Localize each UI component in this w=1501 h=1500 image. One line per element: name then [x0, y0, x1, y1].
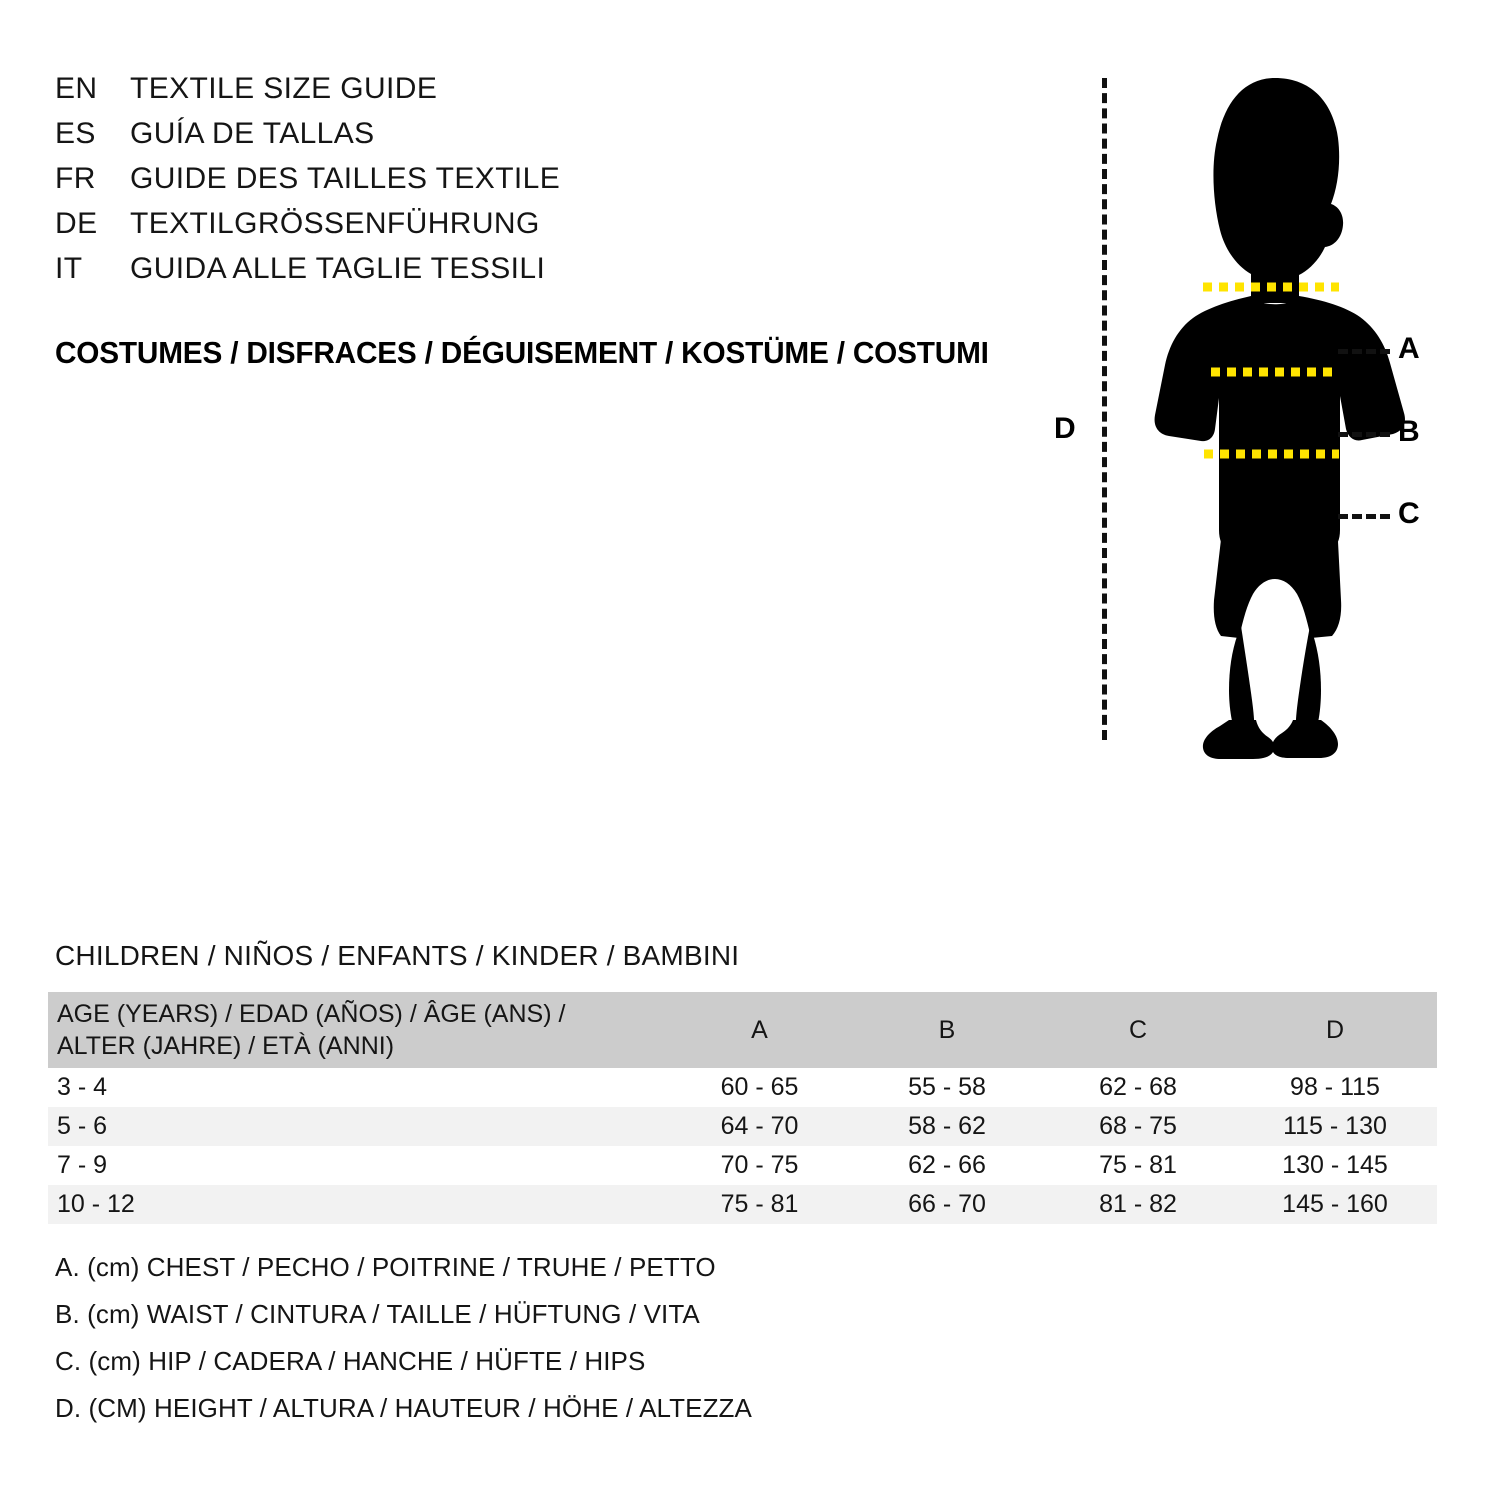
language-row-en: EN TEXTILE SIZE GUIDE: [55, 72, 695, 117]
column-header-age: AGE (YEARS) / EDAD (AÑOS) / ÂGE (ANS) / …: [48, 992, 668, 1068]
cell-hip: 81 - 82: [1099, 1190, 1177, 1218]
language-title-en: TEXTILE SIZE GUIDE: [130, 72, 438, 105]
language-row-es: ES GUÍA DE TALLAS: [55, 117, 695, 162]
leader-line-a: [1338, 349, 1390, 354]
column-header-age-line2: ALTER (JAHRE) / ETÀ (ANNI): [57, 1032, 395, 1060]
cell-height: 130 - 145: [1282, 1151, 1388, 1179]
measurement-label-d: D: [1054, 412, 1076, 445]
table-row: 7 - 9 70 - 75 62 - 66 75 - 81 130 - 145: [48, 1146, 1437, 1185]
cell-chest: 75 - 81: [720, 1190, 799, 1218]
measurement-label-c: C: [1398, 497, 1420, 530]
leader-line-c: [1338, 514, 1390, 519]
legend-row-d: D. (CM) HEIGHT / ALTURA / HAUTEUR / HÖHE…: [55, 1393, 752, 1423]
leader-line-b: [1338, 432, 1390, 437]
legend-row-c: C. (cm) HIP / CADERA / HANCHE / HÜFTE / …: [55, 1346, 646, 1376]
language-title-es: GUÍA DE TALLAS: [130, 117, 375, 150]
cell-waist: 66 - 70: [908, 1190, 986, 1218]
cell-age: 3 - 4: [57, 1073, 108, 1101]
language-code-es: ES: [55, 117, 96, 150]
column-header-b: B: [938, 1015, 956, 1044]
cell-age: 5 - 6: [57, 1112, 108, 1140]
cell-age: 10 - 12: [57, 1190, 135, 1218]
measurement-diagram: D A B C: [1030, 60, 1480, 760]
size-table: AGE (YEARS) / EDAD (AÑOS) / ÂGE (ANS) / …: [48, 992, 1437, 1224]
column-header-a: A: [751, 1015, 768, 1044]
cell-hip: 62 - 68: [1099, 1073, 1177, 1101]
cell-hip: 68 - 75: [1099, 1112, 1177, 1140]
cell-waist: 62 - 66: [908, 1151, 986, 1179]
measurement-label-a: A: [1398, 332, 1420, 365]
cell-waist: 55 - 58: [908, 1073, 986, 1101]
language-code-it: IT: [55, 252, 83, 285]
table-section-title: CHILDREN / NIÑOS / ENFANTS / KINDER / BA…: [55, 940, 740, 971]
cell-age: 7 - 9: [57, 1151, 108, 1179]
column-header-age-line1: AGE (YEARS) / EDAD (AÑOS) / ÂGE (ANS) /: [57, 1000, 566, 1028]
language-title-fr: GUIDE DES TAILLES TEXTILE: [130, 162, 561, 195]
table-row: 5 - 6 64 - 70 58 - 62 68 - 75 115 - 130: [48, 1107, 1437, 1146]
cell-height: 98 - 115: [1290, 1073, 1380, 1101]
measurement-label-b: B: [1398, 415, 1420, 448]
measurement-legend: A. (cm) CHEST / PECHO / POITRINE / TRUHE…: [55, 1252, 955, 1440]
language-title-block: EN TEXTILE SIZE GUIDE ES GUÍA DE TALLAS …: [55, 72, 695, 297]
language-row-de: DE TEXTILGRÖSSENFÜHRUNG: [55, 207, 695, 252]
language-code-en: EN: [55, 72, 98, 105]
language-code-fr: FR: [55, 162, 96, 195]
child-silhouette-icon: [1154, 78, 1405, 759]
cell-chest: 60 - 65: [720, 1073, 799, 1101]
legend-row-a: A. (cm) CHEST / PECHO / POITRINE / TRUHE…: [55, 1252, 716, 1282]
height-axis-dashed-line: [1102, 78, 1107, 740]
cell-waist: 58 - 62: [908, 1112, 986, 1140]
language-title-it: GUIDA ALLE TAGLIE TESSILI: [130, 252, 546, 285]
table-header-row: AGE (YEARS) / EDAD (AÑOS) / ÂGE (ANS) / …: [48, 992, 1437, 1068]
column-header-d: D: [1325, 1015, 1345, 1044]
language-row-fr: FR GUIDE DES TAILLES TEXTILE: [55, 162, 695, 207]
language-code-de: DE: [55, 207, 98, 240]
legend-row-b: B. (cm) WAIST / CINTURA / TAILLE / HÜFTU…: [55, 1299, 700, 1329]
table-row: 3 - 4 60 - 65 55 - 58 62 - 68 98 - 115: [48, 1068, 1437, 1107]
cell-height: 115 - 130: [1283, 1112, 1387, 1140]
cell-chest: 64 - 70: [720, 1112, 799, 1140]
table-row: 10 - 12 75 - 81 66 - 70 81 - 82 145 - 16…: [48, 1185, 1437, 1224]
cell-hip: 75 - 81: [1099, 1151, 1177, 1179]
product-category-line: COSTUMES / DISFRACES / DÉGUISEMENT / KOS…: [55, 335, 989, 370]
language-row-it: IT GUIDA ALLE TAGLIE TESSILI: [55, 252, 695, 297]
cell-chest: 70 - 75: [720, 1151, 799, 1179]
language-title-de: TEXTILGRÖSSENFÜHRUNG: [130, 207, 540, 240]
cell-height: 145 - 160: [1282, 1190, 1388, 1218]
column-header-c: C: [1128, 1015, 1148, 1044]
